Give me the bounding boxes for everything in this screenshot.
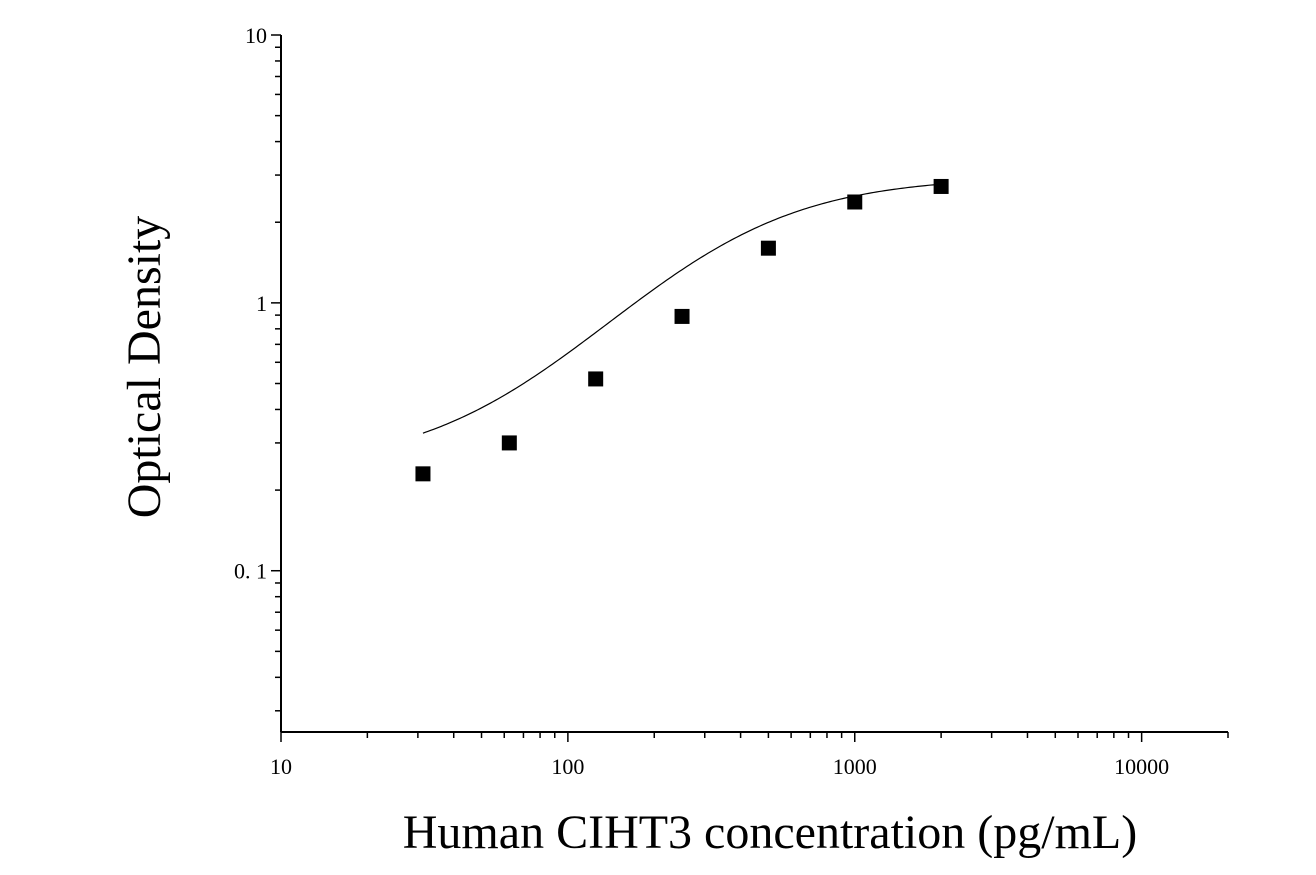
data-point: [760, 240, 776, 256]
x-tick-label: 1000: [833, 754, 877, 779]
data-point: [415, 466, 431, 482]
data-point: [674, 308, 690, 324]
axis-ticks: [271, 34, 1229, 742]
data-point: [933, 178, 949, 194]
y-tick-label: 1: [256, 291, 267, 316]
y-tick-label: 10: [245, 23, 267, 48]
x-tick-label: 10000: [1114, 754, 1169, 779]
x-axis-title: Human CIHT3 concentration (pg/mL): [403, 806, 1137, 859]
data-point: [588, 371, 604, 387]
fit-curve: [422, 183, 942, 434]
data-points: [415, 178, 949, 482]
data-point: [847, 194, 863, 210]
x-tick-label: 100: [551, 754, 584, 779]
y-tick-label: 0. 1: [234, 559, 267, 584]
y-axis-title: Optical Density: [118, 216, 171, 519]
tick-labels: 10 100 1000 10000 0. 1 1 10: [234, 23, 1169, 779]
axes: [280, 35, 1228, 733]
x-tick-label: 10: [270, 754, 292, 779]
data-point: [501, 435, 517, 451]
